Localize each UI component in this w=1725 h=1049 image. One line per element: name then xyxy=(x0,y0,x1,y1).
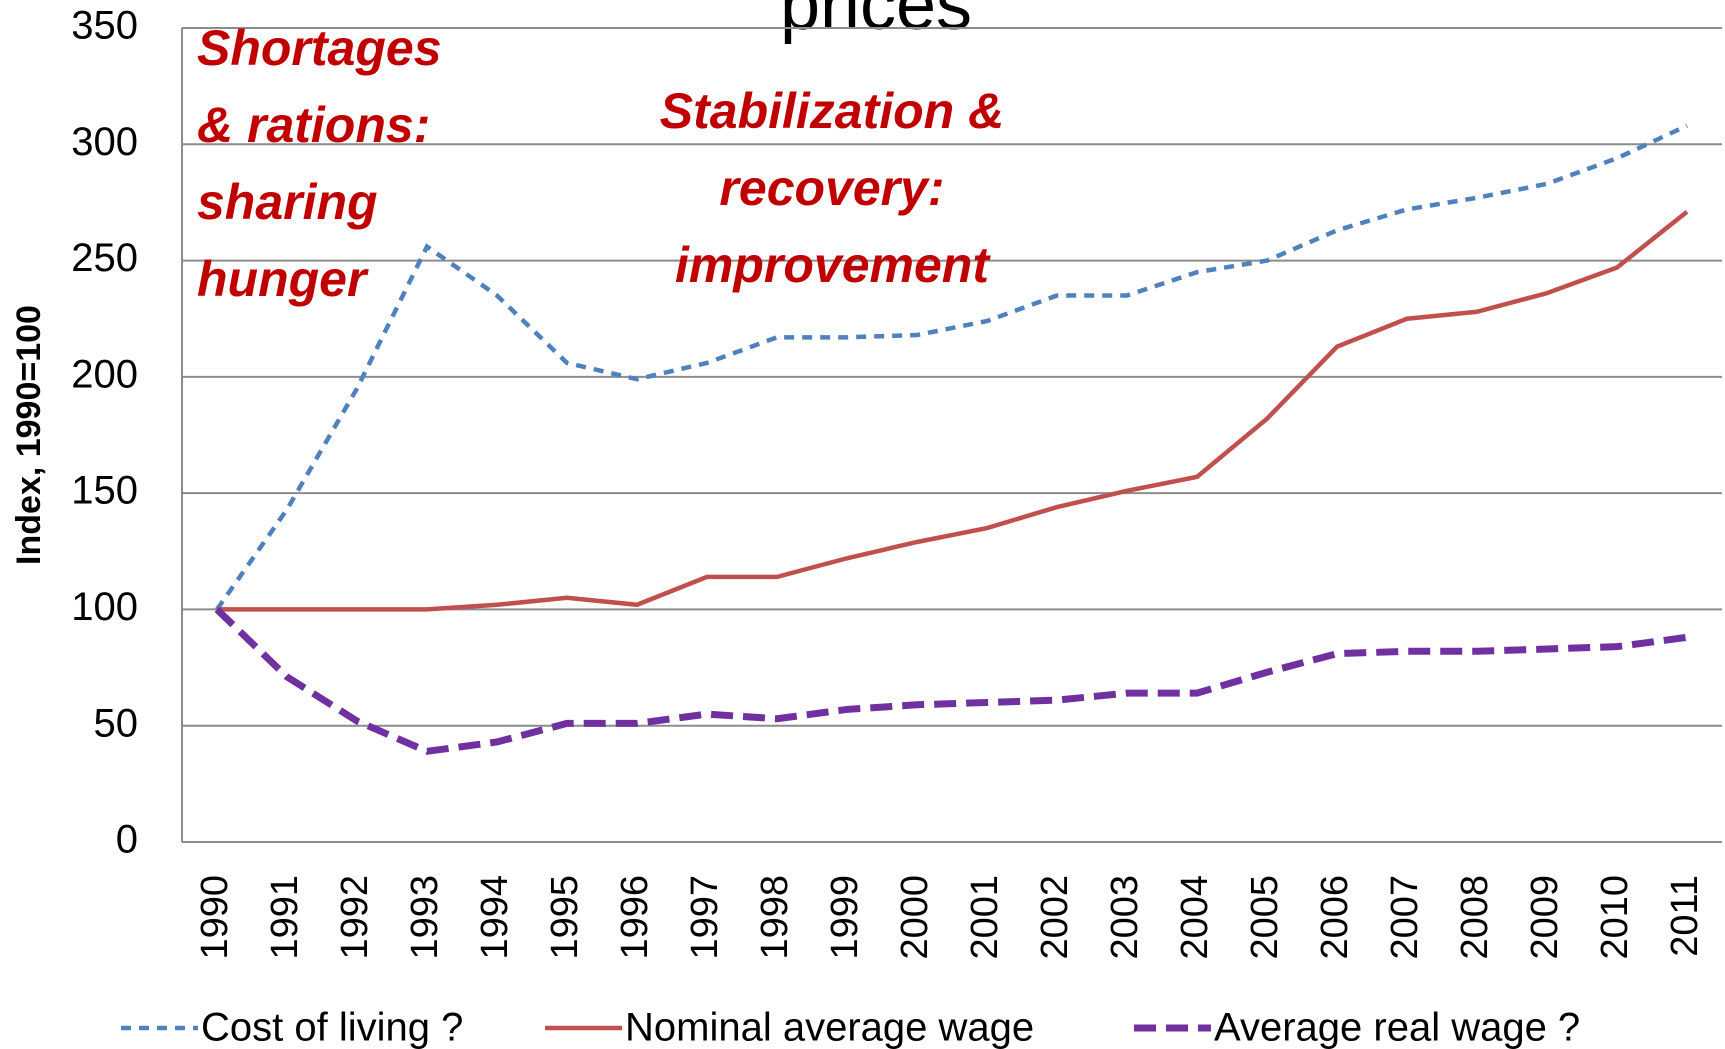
x-tick-label: 2001 xyxy=(964,875,1006,960)
x-tick-label: 1991 xyxy=(264,875,306,960)
x-tick-label: 1994 xyxy=(474,875,516,960)
y-tick-label: 200 xyxy=(71,352,138,396)
x-tick-label: 1997 xyxy=(684,875,726,960)
y-tick-label: 350 xyxy=(71,4,138,48)
y-tick-label: 250 xyxy=(71,236,138,280)
annotation: Stabilization & xyxy=(660,83,1004,139)
annotation: Shortages xyxy=(197,20,442,76)
annotation: hunger xyxy=(197,251,369,307)
x-tick-label: 1999 xyxy=(824,875,866,960)
x-tick-label: 2009 xyxy=(1524,875,1566,960)
x-tick-label: 2008 xyxy=(1454,875,1496,960)
x-tick-label: 2002 xyxy=(1034,875,1076,960)
x-tick-label: 1992 xyxy=(334,875,376,960)
x-tick-label: 2006 xyxy=(1314,875,1356,960)
legend-label: Average real wage ? xyxy=(1214,1006,1580,1049)
annotation: & rations: xyxy=(197,97,430,153)
x-tick-label: 1990 xyxy=(194,875,236,960)
x-tick-label: 2000 xyxy=(894,875,936,960)
legend-label: Nominal average wage xyxy=(625,1006,1034,1049)
y-tick-label: 0 xyxy=(116,818,138,862)
legend-label: Cost of living ? xyxy=(201,1006,463,1049)
x-tick-label: 1995 xyxy=(544,875,586,960)
x-tick-label: 1993 xyxy=(404,875,446,960)
x-tick-label: 2003 xyxy=(1104,875,1146,960)
series-line xyxy=(217,209,1689,612)
annotation: recovery: xyxy=(719,160,944,216)
y-axis-label: Index, 1990=100 xyxy=(10,305,48,565)
y-tick-label: 150 xyxy=(71,469,138,513)
x-tick-label: 1996 xyxy=(614,875,656,960)
x-tick-label: 2004 xyxy=(1174,875,1216,960)
annotation: sharing xyxy=(197,174,378,230)
series-line xyxy=(215,123,1688,611)
x-tick-label: 2011 xyxy=(1664,875,1706,957)
x-tick-label: 2007 xyxy=(1384,875,1426,960)
y-tick-label: 300 xyxy=(71,120,138,164)
y-tick-label: 50 xyxy=(94,701,139,745)
x-tick-label: 2010 xyxy=(1594,875,1636,960)
x-tick-label: 2005 xyxy=(1244,875,1286,960)
x-tick-label: 1998 xyxy=(754,875,796,960)
chart-title: prices xyxy=(780,0,972,45)
y-tick-label: 100 xyxy=(71,585,138,629)
annotation: improvement xyxy=(675,237,991,293)
series-line xyxy=(214,606,1688,755)
